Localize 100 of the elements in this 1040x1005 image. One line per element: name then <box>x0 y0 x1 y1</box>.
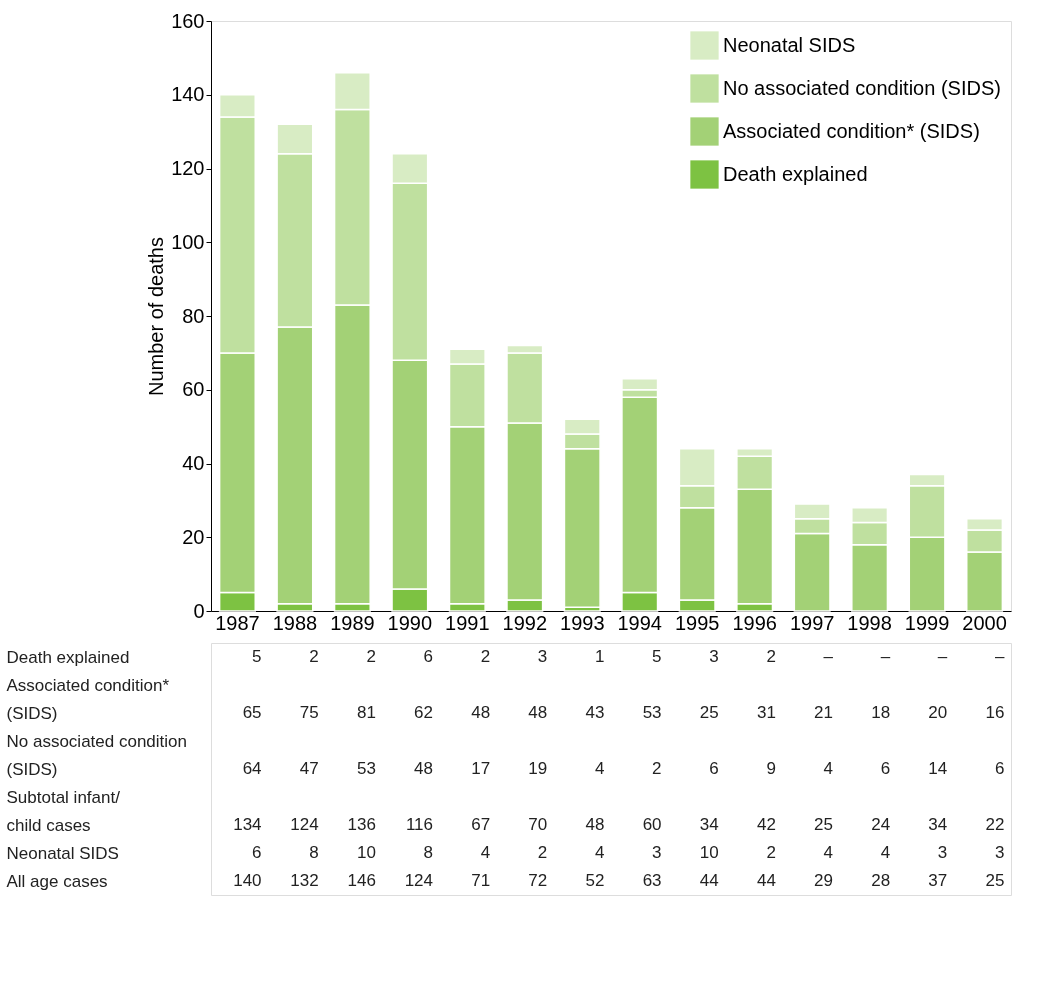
legend-label: Associated condition* (SIDS) <box>723 119 980 142</box>
x-tick-label: 1992 <box>502 611 548 634</box>
text: 24 <box>871 815 891 834</box>
data-label: 4 <box>823 759 833 778</box>
text: 136 <box>347 815 376 834</box>
text: – <box>823 647 833 666</box>
data-label: 5 <box>652 647 662 666</box>
text: Death explained <box>6 647 130 667</box>
text: 25 <box>814 815 833 834</box>
text: 140 <box>233 871 262 890</box>
text: 124 <box>290 815 319 834</box>
data-label: 6 <box>423 647 433 666</box>
x-tick-label: 1991 <box>445 611 490 634</box>
legend-label: No associated condition (SIDS) <box>723 76 1001 99</box>
data-label: 3 <box>994 843 1005 862</box>
text: – <box>994 647 1005 666</box>
data-label: 31 <box>756 703 776 722</box>
data-label: 4 <box>823 843 833 862</box>
text: – <box>937 647 948 666</box>
data-label: 48 <box>528 703 548 722</box>
data-label: 8 <box>309 843 319 862</box>
data-label: 6 <box>880 759 891 778</box>
text: 37 <box>928 871 948 890</box>
y-tick-label: 0 <box>193 599 205 622</box>
y-tick-label: 160 <box>171 9 205 32</box>
text: All age cases <box>6 871 108 891</box>
data-label: 2 <box>480 647 491 666</box>
x-tick-label: 1993 <box>560 611 605 634</box>
x-tick-label: 1988 <box>272 611 318 634</box>
data-label: 8 <box>423 843 433 862</box>
legend-label: Neonatal SIDS <box>723 33 856 56</box>
text: 48 <box>585 815 605 834</box>
data-label: 17 <box>471 759 491 778</box>
data-label: 25 <box>699 703 719 722</box>
text: 132 <box>290 871 319 890</box>
data-label: 62 <box>414 703 433 722</box>
data-label: 65 <box>242 703 262 722</box>
text: 71 <box>471 871 491 890</box>
legend-label: Death explained <box>723 162 868 185</box>
y-tick-label: 140 <box>171 83 205 106</box>
x-tick-label: 1987 <box>215 611 260 634</box>
x-tick-label: 1989 <box>330 611 375 634</box>
data-label: 2 <box>652 759 662 778</box>
data-label: 10 <box>356 843 376 862</box>
text: 34 <box>699 815 719 834</box>
text: Associated condition* (SIDS) <box>6 675 170 723</box>
data-label: 14 <box>928 759 948 778</box>
text: 60 <box>642 815 662 834</box>
text: 25 <box>985 871 1005 890</box>
text: 22 <box>985 815 1005 834</box>
data-label: 48 <box>471 703 491 722</box>
data-label: 3 <box>537 647 548 666</box>
y-tick-label: 60 <box>182 378 205 401</box>
data-label: 48 <box>414 759 433 778</box>
text: 34 <box>928 815 948 834</box>
text: 134 <box>233 815 262 834</box>
data-label: 81 <box>356 703 376 722</box>
data-label: 3 <box>937 843 948 862</box>
data-label: 3 <box>709 647 719 666</box>
text: 44 <box>756 871 776 890</box>
data-label: 4 <box>594 843 605 862</box>
data-label: 53 <box>356 759 376 778</box>
data-label: 20 <box>928 703 948 722</box>
data-label: 43 <box>585 703 605 722</box>
text: 52 <box>585 871 605 890</box>
data-label: 2 <box>766 843 776 862</box>
data-label: 64 <box>242 759 262 778</box>
text: 29 <box>814 871 833 890</box>
x-tick-label: 1997 <box>789 611 835 634</box>
text: 28 <box>871 871 891 890</box>
x-tick-label: 1990 <box>387 611 433 634</box>
data-label: 19 <box>528 759 548 778</box>
text: 70 <box>528 815 548 834</box>
data-label: 3 <box>652 843 662 862</box>
data-label: 16 <box>985 703 1005 722</box>
text: 116 <box>405 815 433 834</box>
data-label: 47 <box>299 759 319 778</box>
x-tick-label: 1994 <box>617 611 662 634</box>
y-tick-label: 120 <box>171 157 205 179</box>
data-label: 4 <box>594 759 605 778</box>
text: 124 <box>404 871 433 890</box>
x-tick-label: 1996 <box>732 611 777 634</box>
x-tick-label: 1998 <box>847 611 892 634</box>
text: Neonatal SIDS <box>6 843 119 863</box>
x-tick-label: 2000 <box>962 611 1007 634</box>
text: 67 <box>471 815 491 834</box>
data-label: 2 <box>766 647 776 666</box>
y-tick-label: 20 <box>182 525 205 548</box>
data-label: 53 <box>642 703 662 722</box>
data-label: 1 <box>594 647 605 666</box>
data-label: 6 <box>994 759 1005 778</box>
data-label: 4 <box>880 843 891 862</box>
text: No associated condition (SIDS) <box>6 731 188 779</box>
data-label: 6 <box>709 759 719 778</box>
data-label: 21 <box>814 703 833 722</box>
text: 72 <box>528 871 548 890</box>
data-label: 75 <box>299 703 319 722</box>
text: 42 <box>756 815 776 834</box>
text: 63 <box>642 871 662 890</box>
y-axis-title: Number of deaths <box>145 237 168 396</box>
